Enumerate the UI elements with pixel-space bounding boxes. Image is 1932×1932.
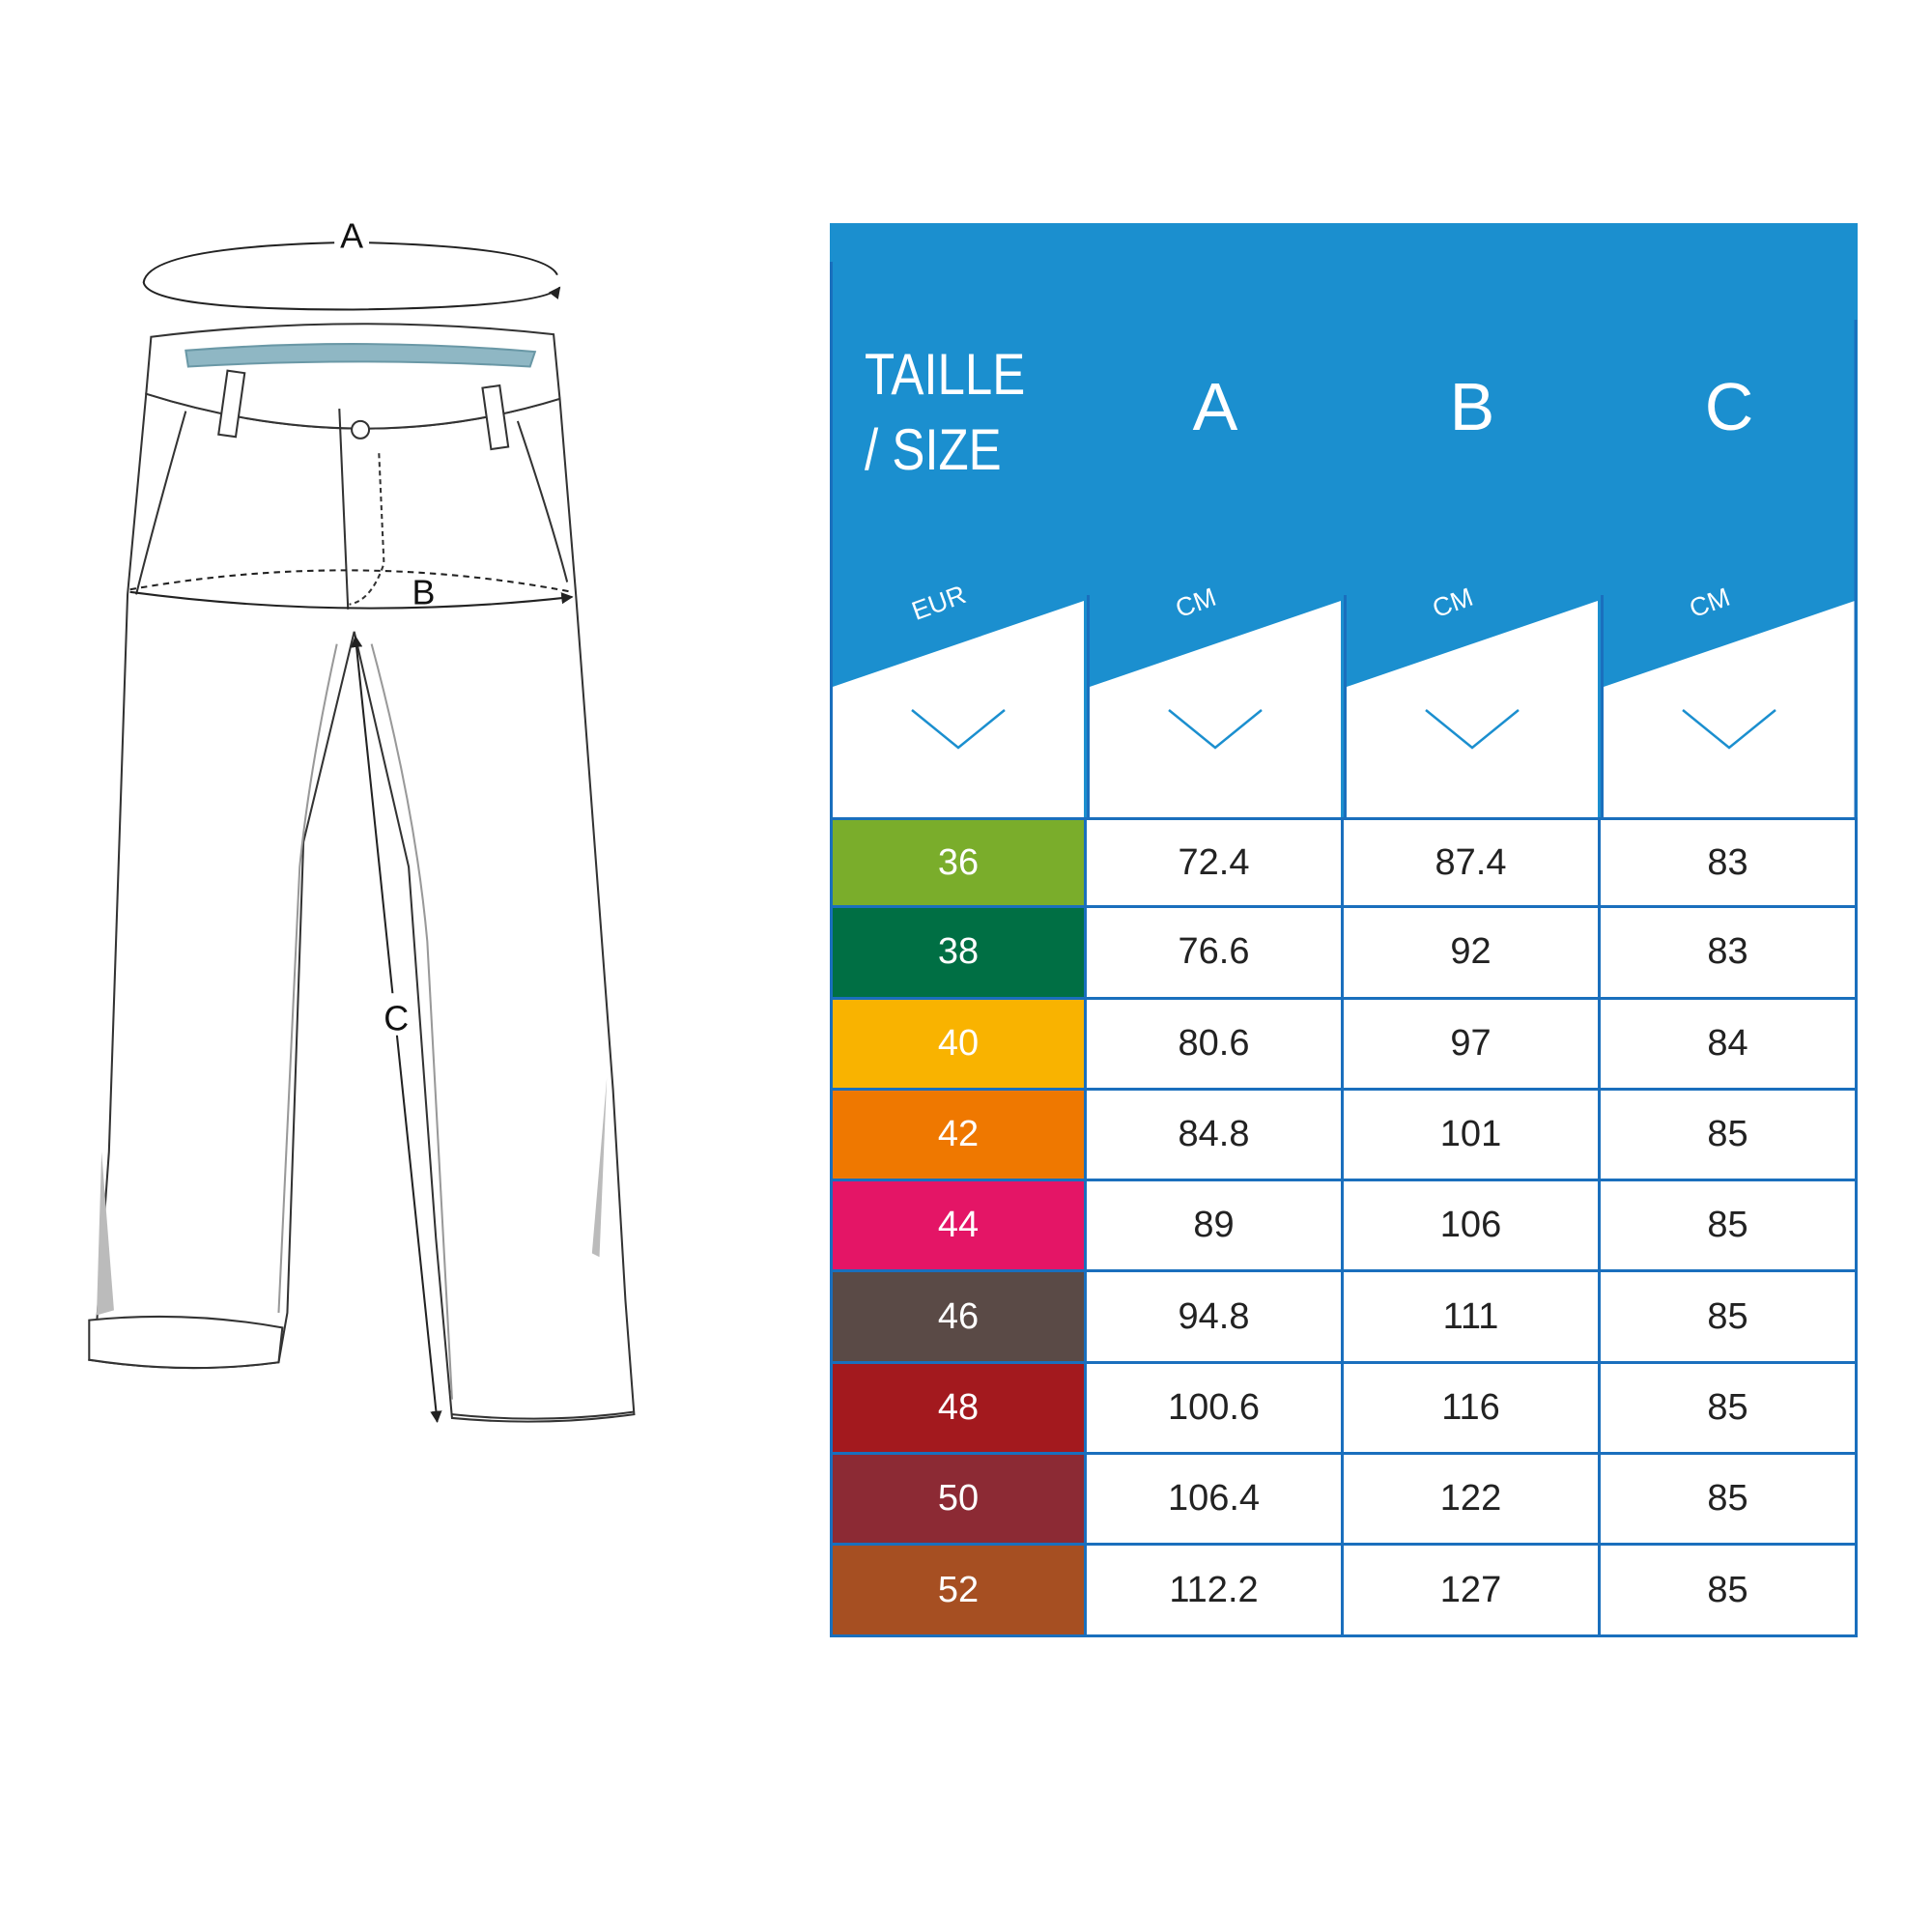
trousers-outline (88, 323, 636, 1423)
hip-measure-dashed (129, 569, 573, 593)
label-b: B (412, 574, 435, 612)
measurement-cell-a: 94.8 (1087, 1272, 1344, 1364)
label-a: A (340, 216, 363, 255)
measurement-cell-c: 85 (1601, 1090, 1858, 1182)
measurement-cell-b: 127 (1344, 1546, 1601, 1637)
chevron-down-icon (911, 709, 1006, 750)
size-cell: 40 (830, 999, 1087, 1091)
measurement-cell-a: 100.6 (1087, 1363, 1344, 1456)
waist-measure-ellipse (142, 242, 561, 311)
measurement-cell-a: 112.2 (1087, 1546, 1344, 1637)
measurement-cell-a: 80.6 (1087, 999, 1344, 1091)
measurement-cell-a: 76.6 (1087, 908, 1344, 1000)
table-body: 36 72.4 87.4 83 38 76.6 92 83 40 80.6 97 84 42 84.8 10… (830, 817, 1858, 1637)
header-white-wedge (1090, 601, 1341, 817)
size-table: TAILLE / SIZE A B C EUR CM CM CM 36 72.4 8… (830, 223, 1858, 1637)
measurement-cell-b: 111 (1344, 1272, 1601, 1364)
measurement-cell-a: 89 (1087, 1181, 1344, 1273)
column-header-b: B (1449, 369, 1495, 444)
table-row: 42 84.8 101 85 (830, 1090, 1858, 1182)
measurement-cell-a: 84.8 (1087, 1090, 1344, 1182)
table-row: 52 112.2 127 85 (830, 1546, 1858, 1637)
table-header-background (830, 223, 1858, 817)
chevron-down-icon (1425, 709, 1520, 750)
table-row: 50 106.4 122 85 (830, 1455, 1858, 1547)
measurement-cell-b: 87.4 (1344, 817, 1601, 909)
measurement-cell-a: 106.4 (1087, 1455, 1344, 1547)
table-row: 44 89 106 85 (830, 1181, 1858, 1273)
measurement-cell-a: 72.4 (1087, 817, 1344, 909)
column-header-c: C (1704, 369, 1754, 444)
table-row: 40 80.6 97 84 (830, 999, 1858, 1091)
measurement-cell-b: 106 (1344, 1181, 1601, 1273)
measurement-cell-c: 85 (1601, 1546, 1858, 1637)
size-cell: 44 (830, 1181, 1087, 1273)
size-cell: 38 (830, 908, 1087, 1000)
size-cell: 46 (830, 1272, 1087, 1364)
table-row: 36 72.4 87.4 83 (830, 817, 1858, 909)
measurement-cell-c: 83 (1601, 908, 1858, 1000)
label-c: C (384, 1000, 409, 1038)
column-header-a: A (1192, 369, 1238, 444)
measurement-cell-b: 116 (1344, 1363, 1601, 1456)
table-row: 38 76.6 92 83 (830, 908, 1858, 1000)
size-column-title: TAILLE / SIZE (865, 337, 1025, 488)
measurement-cell-c: 85 (1601, 1181, 1858, 1273)
size-title-line1: TAILLE (865, 342, 1026, 407)
size-cell: 52 (830, 1546, 1087, 1637)
measurement-cell-b: 101 (1344, 1090, 1601, 1182)
measurement-cell-c: 85 (1601, 1455, 1858, 1547)
size-title-line2: / SIZE (865, 417, 1002, 482)
header-white-wedge (1604, 601, 1855, 817)
size-cell: 48 (830, 1363, 1087, 1456)
measurement-cell-c: 85 (1601, 1272, 1858, 1364)
chevron-down-icon (1168, 709, 1263, 750)
chevron-down-icon (1682, 709, 1776, 750)
size-cell: 50 (830, 1455, 1087, 1547)
header-white-wedge (833, 601, 1084, 817)
measurement-cell-c: 84 (1601, 999, 1858, 1091)
measurement-cell-c: 85 (1601, 1363, 1858, 1456)
table-row: 46 94.8 111 85 (830, 1272, 1858, 1364)
size-cell: 36 (830, 817, 1087, 909)
table-row: 48 100.6 116 85 (830, 1363, 1858, 1456)
measurement-cell-b: 97 (1344, 999, 1601, 1091)
measurement-cell-c: 83 (1601, 817, 1858, 909)
hip-measure-line (129, 590, 574, 610)
size-cell: 42 (830, 1090, 1087, 1182)
measurement-cell-b: 122 (1344, 1455, 1601, 1547)
measurement-cell-b: 92 (1344, 908, 1601, 1000)
header-white-wedge (1347, 601, 1598, 817)
